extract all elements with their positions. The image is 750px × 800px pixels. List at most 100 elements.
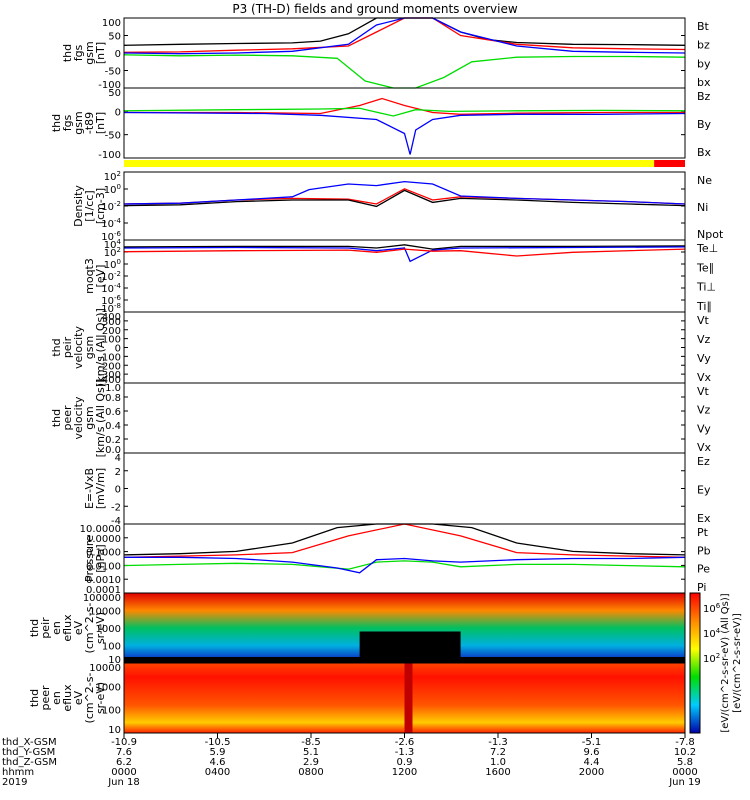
ylabel-p7: E=-VxB xyxy=(83,468,96,509)
ylabel-p2: thd xyxy=(50,114,63,132)
ytick-p3: 102 xyxy=(104,170,121,183)
ylabel-p1: gsm xyxy=(83,41,96,64)
series-p1-by xyxy=(123,54,686,89)
ytick-p1: -100 xyxy=(98,80,121,91)
series-p1-Bt xyxy=(123,17,686,46)
ylabel-p6: peer xyxy=(61,405,74,431)
ylabel-p8: Pressure xyxy=(83,535,96,582)
xaxis-value-0: -10.9 xyxy=(111,737,137,748)
ylabel-p6: thd xyxy=(50,409,63,427)
series-p1-bz xyxy=(123,17,686,53)
x-axis xyxy=(123,733,686,738)
xaxis-row-label-4: 2019 xyxy=(2,777,27,788)
ylabel-p5: thd xyxy=(50,338,63,356)
xaxis-row-label-2: thd_Z-GSM xyxy=(2,757,57,768)
ylabel-p10: sr-eV) xyxy=(94,682,107,714)
ylabel-p10: eflux xyxy=(61,684,74,712)
ytick-p8: 10.0000 xyxy=(80,524,121,535)
ylabel-p4: moqt3 xyxy=(83,258,96,294)
ylabel-p5: peir xyxy=(61,336,74,358)
ylabel-p9: (cm^2-s- xyxy=(83,603,96,654)
xaxis-value-2: 5.8 xyxy=(677,757,693,768)
frame-p6 xyxy=(123,382,686,454)
series-p4-Te∥ xyxy=(123,244,686,250)
legend-p5-Vz: Vz xyxy=(697,333,711,346)
xaxis-value-4: Jun 18 xyxy=(107,777,140,788)
ylabel-p2: gsm xyxy=(72,111,85,134)
ytick-p1: -50 xyxy=(105,67,121,78)
xaxis-value-0: -7.8 xyxy=(675,737,695,748)
xaxis-value-3: 0000 xyxy=(672,767,697,778)
ytick-p8: 0.0010 xyxy=(86,575,121,586)
legend-p8-Pi: Pi xyxy=(697,581,706,594)
ytick-p5: -100 xyxy=(98,352,121,363)
series-p4-Te⊥ xyxy=(123,248,686,257)
ytick-p5: -200 xyxy=(98,361,121,372)
xaxis-value-3: 0800 xyxy=(298,767,323,778)
xaxis-value-2: 4.6 xyxy=(210,757,226,768)
xaxis-value-3: 0400 xyxy=(205,767,230,778)
ytick-p6: 0.6 xyxy=(105,407,121,418)
ytick-p6: 1.0 xyxy=(105,383,121,394)
panel-p7: E=-VxB[mV/m] xyxy=(83,452,686,525)
ylabel-p1: fgs xyxy=(72,44,85,61)
xaxis-value-1: 5.9 xyxy=(210,747,226,758)
xaxis-value-1: 7.2 xyxy=(490,747,506,758)
ylabel-p10: thd xyxy=(28,689,41,707)
xaxis-value-3: 2000 xyxy=(579,767,604,778)
ytick-p9: 1000 xyxy=(96,624,121,635)
ylabel-p4: [eV] xyxy=(94,265,107,288)
legend-p6-Vt: Vt xyxy=(697,385,710,398)
ytick-p2: -100 xyxy=(98,150,121,161)
ytick-p5: 400 xyxy=(102,312,121,323)
ylabel-p9: en xyxy=(50,621,63,635)
ytick-p5: 300 xyxy=(102,317,121,328)
legend-p4-Ti⊥: Ti⊥ xyxy=(696,281,716,294)
legend-p5-Vt: Vt xyxy=(697,314,710,327)
ytick-p9: 10 xyxy=(108,655,121,666)
xaxis-value-2: 6.2 xyxy=(116,757,132,768)
panel-p8: Pressure[nPa] xyxy=(83,523,686,594)
legend-p4-Te∥: Te∥ xyxy=(696,261,714,274)
ytick-p9: 10000 xyxy=(89,607,121,618)
ylabel-p6: gsm xyxy=(83,406,96,429)
ytick-p3: 100 xyxy=(104,183,121,196)
series-p2-Bx xyxy=(123,111,686,155)
ytick-p7: -4 xyxy=(111,516,121,527)
ytick-p8: 0.0001 xyxy=(86,585,121,596)
series-p2-By xyxy=(123,107,686,117)
xaxis-value-3: 0000 xyxy=(111,767,136,778)
ytick-p10: 100 xyxy=(102,706,121,717)
colorbar-tick: 102 xyxy=(703,652,720,665)
legend-p8-Pt: Pt xyxy=(697,526,709,539)
ylabel-p10: en xyxy=(50,691,63,705)
ylabel-p2: [nT] xyxy=(94,112,107,134)
ylabel-p5: gsm xyxy=(83,336,96,359)
legend-p8-Pb: Pb xyxy=(697,544,711,557)
legend-p2-By: By xyxy=(697,118,712,131)
xaxis-value-1: 7.6 xyxy=(116,747,132,758)
series-p3-Ni xyxy=(123,189,686,208)
legend-p4-Ti∥: Ti∥ xyxy=(696,300,712,313)
xaxis-value-0: -2.6 xyxy=(395,737,415,748)
colorbar-bar xyxy=(689,592,701,734)
xaxis-value-1: 5.1 xyxy=(303,747,319,758)
heatmap-floor xyxy=(124,657,685,663)
legend-p4-Te⊥: Te⊥ xyxy=(696,242,718,255)
mode-stripe-yellow xyxy=(124,160,655,167)
legend-p3-Ne: Ne xyxy=(697,174,712,187)
series-p3-Npot xyxy=(123,180,686,205)
ylabel-p5: [km/s (All Qs)] xyxy=(94,308,107,387)
ytick-p8: 0.1000 xyxy=(86,548,121,559)
ylabel-p10: peer xyxy=(39,685,52,711)
ytick-p3: 10-2 xyxy=(101,200,121,213)
heatmap-spike xyxy=(404,663,413,733)
colorbar: 106 104 102 [eV/(cm^2-s-sr-eV)][eV/(cm^2-s-… xyxy=(689,592,743,734)
ytick-p6: 0.4 xyxy=(105,421,121,432)
legend-p6-Vz: Vz xyxy=(697,404,711,417)
ytick-p9: 100000 xyxy=(83,593,121,604)
ylabel-p3: [1/cc] xyxy=(83,190,96,221)
ylabel-p6: [km/s (All Qs)] xyxy=(94,379,107,458)
ytick-p5: 0 xyxy=(115,344,121,355)
